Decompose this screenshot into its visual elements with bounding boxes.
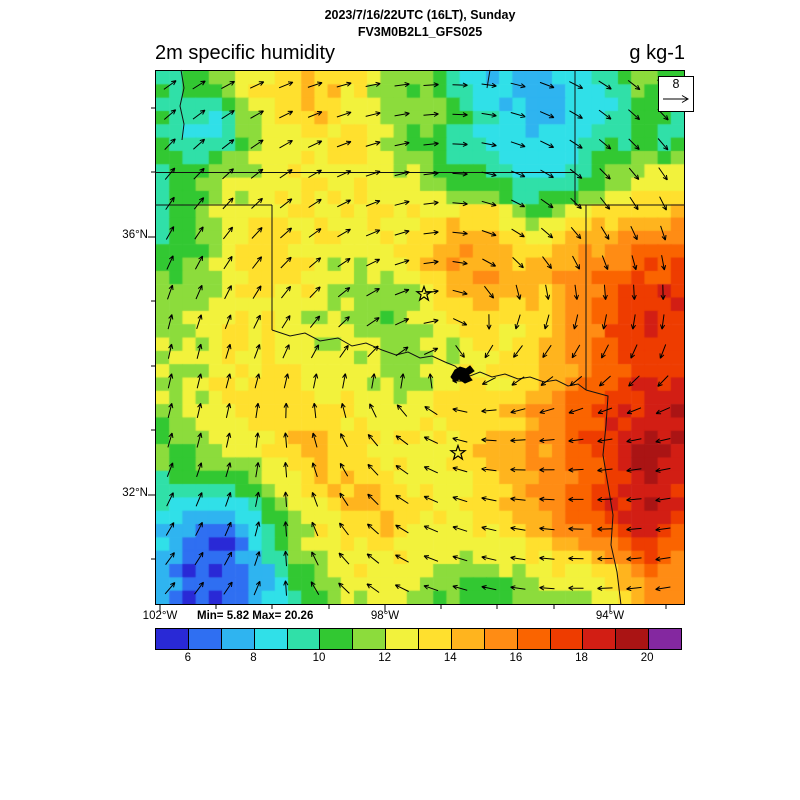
colorbar — [155, 628, 682, 650]
colorbar-tick-label: 12 — [378, 652, 392, 664]
colorbar-segment — [187, 629, 221, 649]
colorbar-segment — [582, 629, 616, 649]
units-label: g kg-1 — [629, 42, 685, 64]
colorbar-segment — [450, 629, 484, 649]
reference-vector-value: 8 — [672, 77, 680, 91]
colorbar-segment — [253, 629, 287, 649]
colorbar-tick-label: 18 — [575, 652, 588, 664]
model-title: FV3M0B2L1_GFS025 — [357, 25, 483, 39]
colorbar-tick-label: 20 — [640, 652, 654, 664]
colorbar-segment — [418, 629, 451, 649]
colorbar-tick-label: 14 — [443, 652, 457, 664]
map-frame — [155, 70, 685, 605]
reference-vector-arrow — [663, 95, 689, 103]
datetime-title: 2023/7/16/22UTC (16LT), Sunday — [324, 8, 516, 22]
colorbar-segment — [516, 629, 550, 649]
colorbar-segment — [385, 629, 418, 649]
colorbar-tick-label: 10 — [312, 652, 326, 664]
lat-label: 36°N — [122, 229, 148, 241]
colorbar-segment — [156, 629, 188, 649]
colorbar-tick-label: 16 — [509, 652, 523, 664]
colorbar-segment — [352, 629, 386, 649]
colorbar-segment — [615, 629, 649, 649]
colorbar-segment — [286, 629, 320, 649]
colorbar-tick-label: 8 — [250, 652, 257, 664]
lon-label: 98°W — [370, 610, 400, 622]
colorbar-segment — [220, 629, 254, 649]
colorbar-segment — [483, 629, 517, 649]
lat-label: 32°N — [122, 487, 148, 499]
minmax-label: Min= 5.82 Max= 20.26 — [197, 610, 314, 622]
colorbar-segment — [648, 629, 681, 649]
lon-label: 94°W — [595, 610, 625, 622]
colorbar-tick-label: 6 — [184, 652, 192, 664]
lon-label: 102°W — [142, 610, 178, 622]
variable-title: 2m specific humidity — [155, 42, 336, 64]
reference-vector-box: 8 — [658, 76, 694, 112]
colorbar-segment — [319, 629, 353, 649]
colorbar-segment — [549, 629, 583, 649]
humidity-field-canvas — [156, 71, 684, 604]
